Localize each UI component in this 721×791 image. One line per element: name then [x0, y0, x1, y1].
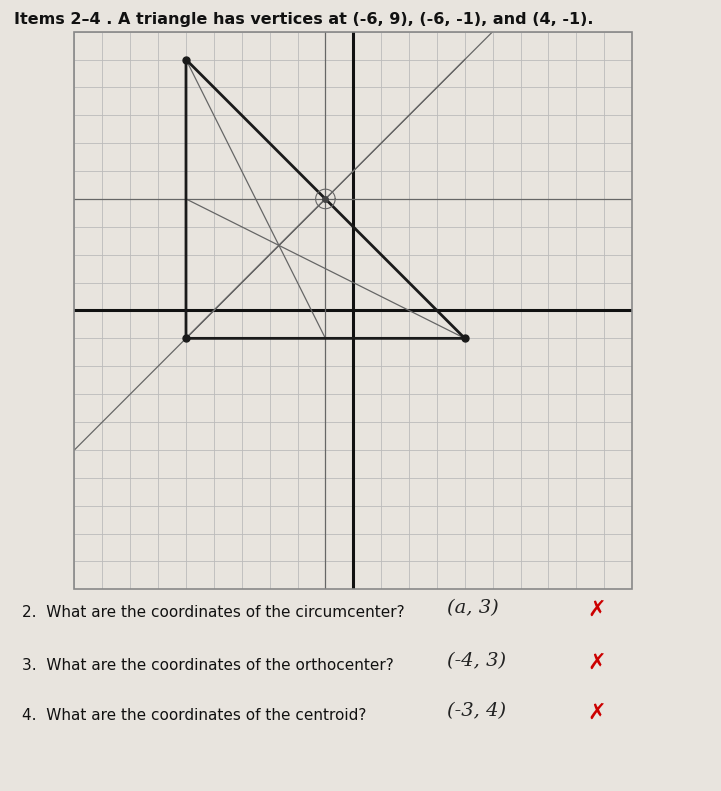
Text: 4.  What are the coordinates of the centroid?: 4. What are the coordinates of the centr… [22, 708, 366, 723]
Text: Items 2–4 . A triangle has vertices at (-6, 9), (-6, -1), and (4, -1).: Items 2–4 . A triangle has vertices at (… [14, 12, 594, 27]
Text: (a, 3): (a, 3) [447, 600, 499, 618]
Text: 3.  What are the coordinates of the orthocenter?: 3. What are the coordinates of the ortho… [22, 658, 394, 673]
Text: ✗: ✗ [588, 653, 606, 672]
Text: 2.  What are the coordinates of the circumcenter?: 2. What are the coordinates of the circu… [22, 605, 404, 620]
Text: (-4, 3): (-4, 3) [447, 653, 506, 671]
Text: ✗: ✗ [588, 702, 606, 722]
Text: (-3, 4): (-3, 4) [447, 702, 506, 721]
Text: ✗: ✗ [588, 600, 606, 619]
